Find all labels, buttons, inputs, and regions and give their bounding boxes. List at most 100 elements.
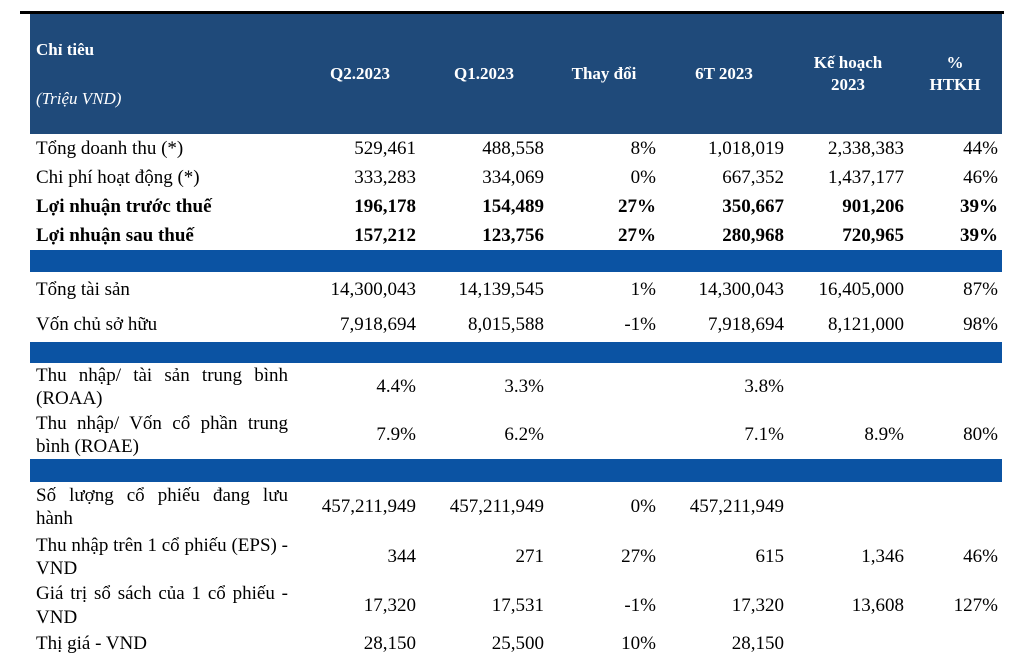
value-plan-2023: 2,338,383 — [828, 137, 904, 159]
value-6t-2023: 457,211,949 — [689, 496, 784, 518]
value-plan-2023: 8,121,000 — [828, 313, 904, 335]
table-row-gia-tri-so-sach: Giá trị sổ sách của 1 cổ phiếu - VND 17,… — [30, 582, 1002, 630]
value-pct-htkh: 98% — [963, 313, 998, 335]
value-pct-htkh: 87% — [963, 278, 998, 300]
value-q2-2023: 196,178 — [354, 195, 416, 217]
column-header-q2-2023: Q2.2023 — [300, 14, 420, 135]
table-row-von-chu-so-huu: Vốn chủ sở hữu 7,918,694 8,015,588 -1% 7… — [30, 307, 1002, 342]
value-q1-2023: 457,211,949 — [449, 496, 544, 518]
header-title: Chỉ tiêu — [36, 40, 95, 60]
value-pct-htkh: 80% — [963, 424, 998, 446]
value-pct-htkh: 39% — [960, 195, 998, 217]
value-plan-2023: 1,437,177 — [828, 166, 904, 188]
value-change — [548, 363, 660, 411]
page: Chỉ tiêu (Triệu VND) Q2.2023 Q1.2023 Tha… — [0, 11, 1030, 657]
table-row-so-luong-co-phieu: Số lượng cổ phiếu đang lưu hành 457,211,… — [30, 482, 1002, 532]
value-plan-2023: 16,405,000 — [818, 278, 905, 300]
metric-label: Thu nhập/ tài sản trung bình (ROAA) — [36, 364, 288, 410]
value-q2-2023: 333,283 — [354, 166, 416, 188]
value-plan-2023 — [788, 363, 908, 411]
value-6t-2023: 280,968 — [722, 224, 784, 246]
value-q2-2023: 28,150 — [363, 633, 416, 655]
value-change: 1% — [630, 278, 656, 300]
column-header-thay-doi: Thay đổi — [548, 14, 660, 135]
value-q1-2023: 154,489 — [482, 195, 544, 217]
section-separator — [30, 342, 1002, 364]
value-pct-htkh: 46% — [963, 166, 998, 188]
metric-label: Lợi nhuận sau thuế — [36, 224, 194, 246]
table-row-eps: Thu nhập trên 1 cổ phiếu (EPS) - VND 344… — [30, 532, 1002, 582]
value-change: 27% — [618, 195, 656, 217]
value-q1-2023: 3.3% — [504, 376, 544, 398]
value-change: 10% — [621, 633, 656, 655]
value-change: 8% — [630, 137, 656, 159]
value-q2-2023: 529,461 — [354, 137, 416, 159]
value-6t-2023: 350,667 — [722, 195, 784, 217]
value-pct-htkh: 39% — [960, 224, 998, 246]
metric-label: Vốn chủ sở hữu — [36, 313, 158, 335]
value-q1-2023: 17,531 — [491, 595, 544, 617]
table-row-chi-phi-hoat-dong: Chi phí hoạt động (*) 333,283 334,069 0%… — [30, 163, 1002, 192]
value-q1-2023: 334,069 — [482, 166, 544, 188]
header-row: Chỉ tiêu (Triệu VND) Q2.2023 Q1.2023 Tha… — [30, 14, 1002, 135]
value-pct-htkh — [908, 482, 1002, 532]
section-separator — [30, 459, 1002, 483]
value-q2-2023: 7.9% — [376, 424, 416, 446]
value-q1-2023: 271 — [515, 546, 545, 568]
metric-label: Tổng doanh thu (*) — [36, 137, 184, 159]
metric-label: Thu nhập trên 1 cổ phiếu (EPS) - VND — [36, 534, 288, 580]
value-q2-2023: 457,211,949 — [321, 496, 416, 518]
column-header-q1-2023: Q1.2023 — [420, 14, 548, 135]
value-6t-2023: 17,320 — [731, 595, 784, 617]
value-6t-2023: 28,150 — [731, 633, 784, 655]
value-change: -1% — [624, 595, 656, 617]
value-pct-htkh: 127% — [953, 595, 998, 617]
value-pct-htkh: 46% — [963, 546, 998, 568]
metric-label: Giá trị sổ sách của 1 cổ phiếu - VND — [36, 583, 288, 629]
value-6t-2023: 667,352 — [722, 166, 784, 188]
value-q1-2023: 123,756 — [482, 224, 544, 246]
value-q2-2023: 7,918,694 — [340, 313, 416, 335]
column-header-chi-tieu: Chỉ tiêu (Triệu VND) — [30, 14, 300, 135]
metric-label: Tổng tài sản — [36, 278, 130, 300]
metric-label: Thị giá - VND — [36, 633, 147, 655]
value-change — [548, 411, 660, 459]
table-row-loi-nhuan-truoc-thue: Lợi nhuận trước thuế 196,178 154,489 27%… — [30, 192, 1002, 221]
value-plan-2023: 901,206 — [842, 195, 904, 217]
value-pct-htkh: 44% — [963, 137, 998, 159]
value-plan-2023: 1,346 — [861, 546, 904, 568]
table-row-roaa: Thu nhập/ tài sản trung bình (ROAA) 4.4%… — [30, 363, 1002, 411]
value-q2-2023: 344 — [387, 546, 417, 568]
financial-table: Chỉ tiêu (Triệu VND) Q2.2023 Q1.2023 Tha… — [30, 14, 1002, 657]
value-q1-2023: 6.2% — [504, 424, 544, 446]
value-change: -1% — [624, 313, 656, 335]
top-rule — [20, 11, 1004, 14]
value-plan-2023: 13,608 — [851, 595, 904, 617]
column-header-pct-htkh: % HTKH — [908, 14, 1002, 135]
section-separator — [30, 250, 1002, 273]
value-plan-2023 — [788, 482, 908, 532]
column-header-ke-hoach-2023: Kế hoạch 2023 — [788, 14, 908, 135]
value-q1-2023: 25,500 — [491, 633, 544, 655]
metric-label: Số lượng cổ phiếu đang lưu hành — [36, 484, 288, 530]
metric-label: Lợi nhuận trước thuế — [36, 195, 212, 217]
value-6t-2023: 7.1% — [744, 424, 784, 446]
value-6t-2023: 14,300,043 — [698, 278, 785, 300]
value-change: 27% — [621, 546, 656, 568]
table-header: Chỉ tiêu (Triệu VND) Q2.2023 Q1.2023 Tha… — [30, 14, 1002, 135]
header-subtitle: (Triệu VND) — [36, 89, 122, 109]
value-6t-2023: 615 — [755, 546, 785, 568]
value-change: 0% — [630, 166, 656, 188]
value-q1-2023: 488,558 — [482, 137, 544, 159]
table-row-loi-nhuan-sau-thue: Lợi nhuận sau thuế 157,212 123,756 27% 2… — [30, 221, 1002, 250]
column-header-6t-2023: 6T 2023 — [660, 14, 788, 135]
value-pct-htkh — [908, 363, 1002, 411]
value-6t-2023: 1,018,019 — [708, 137, 784, 159]
table-row-thi-gia: Thị giá - VND 28,150 25,500 10% 28,150 — [30, 630, 1002, 657]
value-6t-2023: 3.8% — [744, 376, 784, 398]
metric-label: Chi phí hoạt động (*) — [36, 166, 200, 188]
value-q1-2023: 8,015,588 — [468, 313, 544, 335]
value-q2-2023: 157,212 — [354, 224, 416, 246]
value-change: 0% — [630, 496, 656, 518]
value-plan-2023: 8.9% — [864, 424, 904, 446]
